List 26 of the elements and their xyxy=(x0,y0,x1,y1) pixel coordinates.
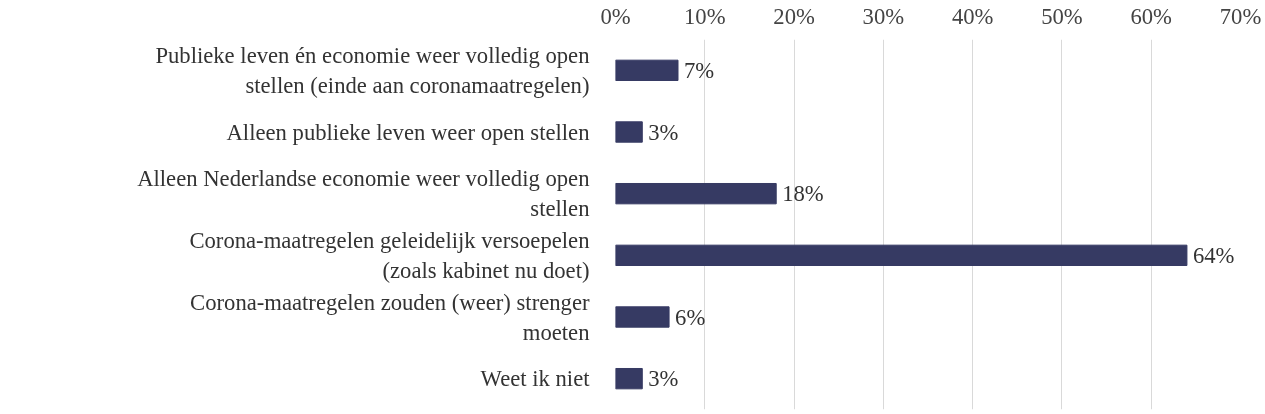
y-tick-label: Weet ik niet xyxy=(480,366,591,392)
x-tick-label: 10% xyxy=(684,3,726,29)
data-label: 6% xyxy=(675,304,706,330)
x-tick-label: 40% xyxy=(951,3,994,29)
data-label: 18% xyxy=(782,181,824,207)
bar xyxy=(615,182,777,205)
x-tick-label: 0% xyxy=(600,3,631,29)
bar xyxy=(615,367,643,390)
data-label: 7% xyxy=(684,57,715,83)
x-tick-label: 60% xyxy=(1130,3,1173,29)
x-tick-label: 70% xyxy=(1219,3,1262,29)
bar xyxy=(615,306,670,328)
bar xyxy=(615,244,1188,267)
y-tick-label: Corona-maatregelen geleidelijk versoepelen (zoals kabinet nu doet) xyxy=(189,227,590,283)
bar xyxy=(615,121,643,143)
x-tick-label: 20% xyxy=(773,3,815,29)
data-label: 3% xyxy=(648,119,679,145)
x-tick-label: 30% xyxy=(862,3,905,29)
bar xyxy=(615,59,679,82)
x-tick-label: 50% xyxy=(1041,3,1083,29)
data-label: 3% xyxy=(648,366,679,392)
y-tick-label: Alleen Nederlandse economie weer volledig open stellen xyxy=(137,166,590,222)
y-tick-label: Publieke leven én economie weer volledig open stellen (einde aan coronamaatregelen) xyxy=(155,42,590,98)
data-label: 64% xyxy=(1192,242,1235,268)
y-tick-label: Corona-maatregelen zouden (weer) strenger moeten xyxy=(190,289,590,345)
y-tick-label: Alleen publieke leven weer open stellen xyxy=(226,119,590,145)
